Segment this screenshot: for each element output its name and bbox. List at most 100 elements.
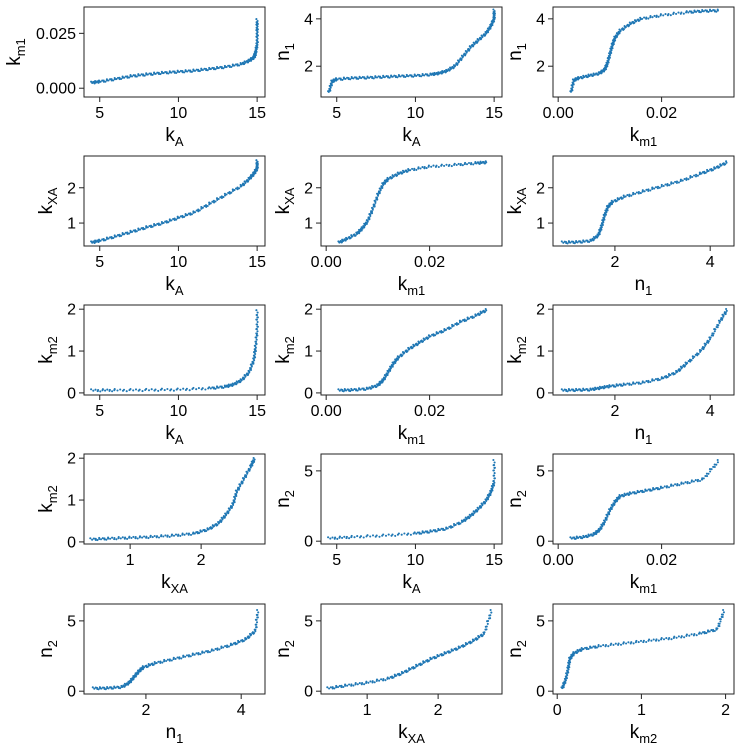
data-point: [713, 463, 716, 466]
data-point: [628, 195, 631, 198]
data-point: [420, 75, 423, 78]
data-point: [579, 535, 582, 538]
data-point: [390, 177, 393, 180]
data-point: [219, 385, 222, 388]
data-point: [612, 384, 615, 387]
data-point: [693, 9, 696, 12]
data-point: [122, 388, 126, 391]
data-point: [387, 177, 390, 180]
data-point: [227, 510, 230, 514]
y-tick-label: 2: [536, 59, 545, 76]
y-tick-label: 2: [304, 302, 313, 319]
data-point: [345, 535, 348, 538]
data-point: [594, 645, 597, 648]
data-point: [238, 64, 241, 67]
data-point: [465, 319, 468, 322]
data-point: [161, 661, 164, 664]
data-point: [229, 642, 232, 645]
data-point: [250, 633, 253, 636]
data-point: [666, 184, 669, 187]
data-point: [722, 608, 725, 612]
data-point: [416, 531, 419, 534]
data-point: [662, 184, 665, 188]
data-point: [599, 645, 602, 648]
data-point: [371, 208, 374, 211]
data-point: [560, 240, 563, 243]
data-point: [587, 647, 590, 651]
data-point: [217, 67, 220, 70]
data-point: [254, 348, 257, 351]
data-point: [177, 533, 180, 536]
data-point: [374, 201, 377, 204]
data-point: [662, 638, 666, 641]
data-point: [608, 55, 611, 58]
data-point: [717, 324, 720, 327]
data-point: [473, 639, 476, 642]
data-point: [183, 71, 186, 74]
data-point: [154, 72, 157, 75]
data-point: [395, 674, 398, 677]
data-point: [579, 240, 582, 243]
data-point: [195, 652, 198, 655]
data-point: [429, 529, 432, 532]
data-point: [394, 74, 397, 78]
data-point: [223, 194, 227, 197]
data-point: [706, 629, 710, 632]
plot-frame: [83, 6, 266, 98]
data-point: [710, 468, 713, 471]
data-point: [115, 235, 118, 238]
data-point: [378, 191, 381, 194]
data-point: [255, 159, 258, 162]
data-point: [131, 230, 134, 233]
data-point: [255, 309, 258, 312]
data-point: [187, 654, 191, 657]
data-point: [183, 533, 186, 536]
data-point: [413, 531, 416, 534]
data-point: [217, 197, 220, 201]
data-point: [369, 535, 372, 538]
data-point: [564, 681, 567, 684]
data-point: [427, 659, 431, 662]
data-point: [607, 645, 610, 648]
data-point: [406, 350, 409, 353]
data-point: [192, 210, 195, 213]
data-point: [384, 374, 387, 377]
data-point: [197, 68, 200, 71]
data-point: [621, 197, 624, 200]
plot-frame: [552, 155, 735, 247]
y-tick-label: 0: [304, 385, 313, 402]
data-point: [420, 532, 423, 535]
data-point: [160, 220, 163, 224]
data-point: [145, 387, 148, 390]
data-point: [602, 522, 606, 525]
data-point: [255, 49, 258, 53]
data-point: [427, 164, 430, 167]
data-point: [690, 479, 693, 482]
data-point: [206, 69, 209, 72]
data-point: [391, 75, 394, 78]
data-point: [715, 463, 718, 466]
data-point: [209, 68, 212, 71]
y-tick-label: 1: [67, 344, 76, 361]
plot-frame: [83, 453, 266, 545]
data-point: [420, 663, 423, 666]
data-point: [491, 23, 494, 26]
data-point: [449, 651, 452, 654]
data-point: [203, 528, 206, 531]
data-point: [486, 30, 489, 33]
data-point: [146, 665, 149, 668]
data-point: [358, 75, 361, 78]
data-point: [371, 534, 375, 537]
data-point: [233, 496, 236, 499]
data-point: [187, 69, 190, 72]
data-point: [255, 621, 259, 624]
data-point: [104, 239, 107, 242]
data-point: [201, 650, 204, 653]
data-point: [244, 181, 247, 184]
data-point: [120, 234, 123, 237]
data-point: [472, 163, 475, 166]
data-point: [407, 168, 410, 171]
data-point: [129, 74, 132, 77]
data-point: [243, 377, 246, 380]
data-point: [189, 69, 192, 72]
